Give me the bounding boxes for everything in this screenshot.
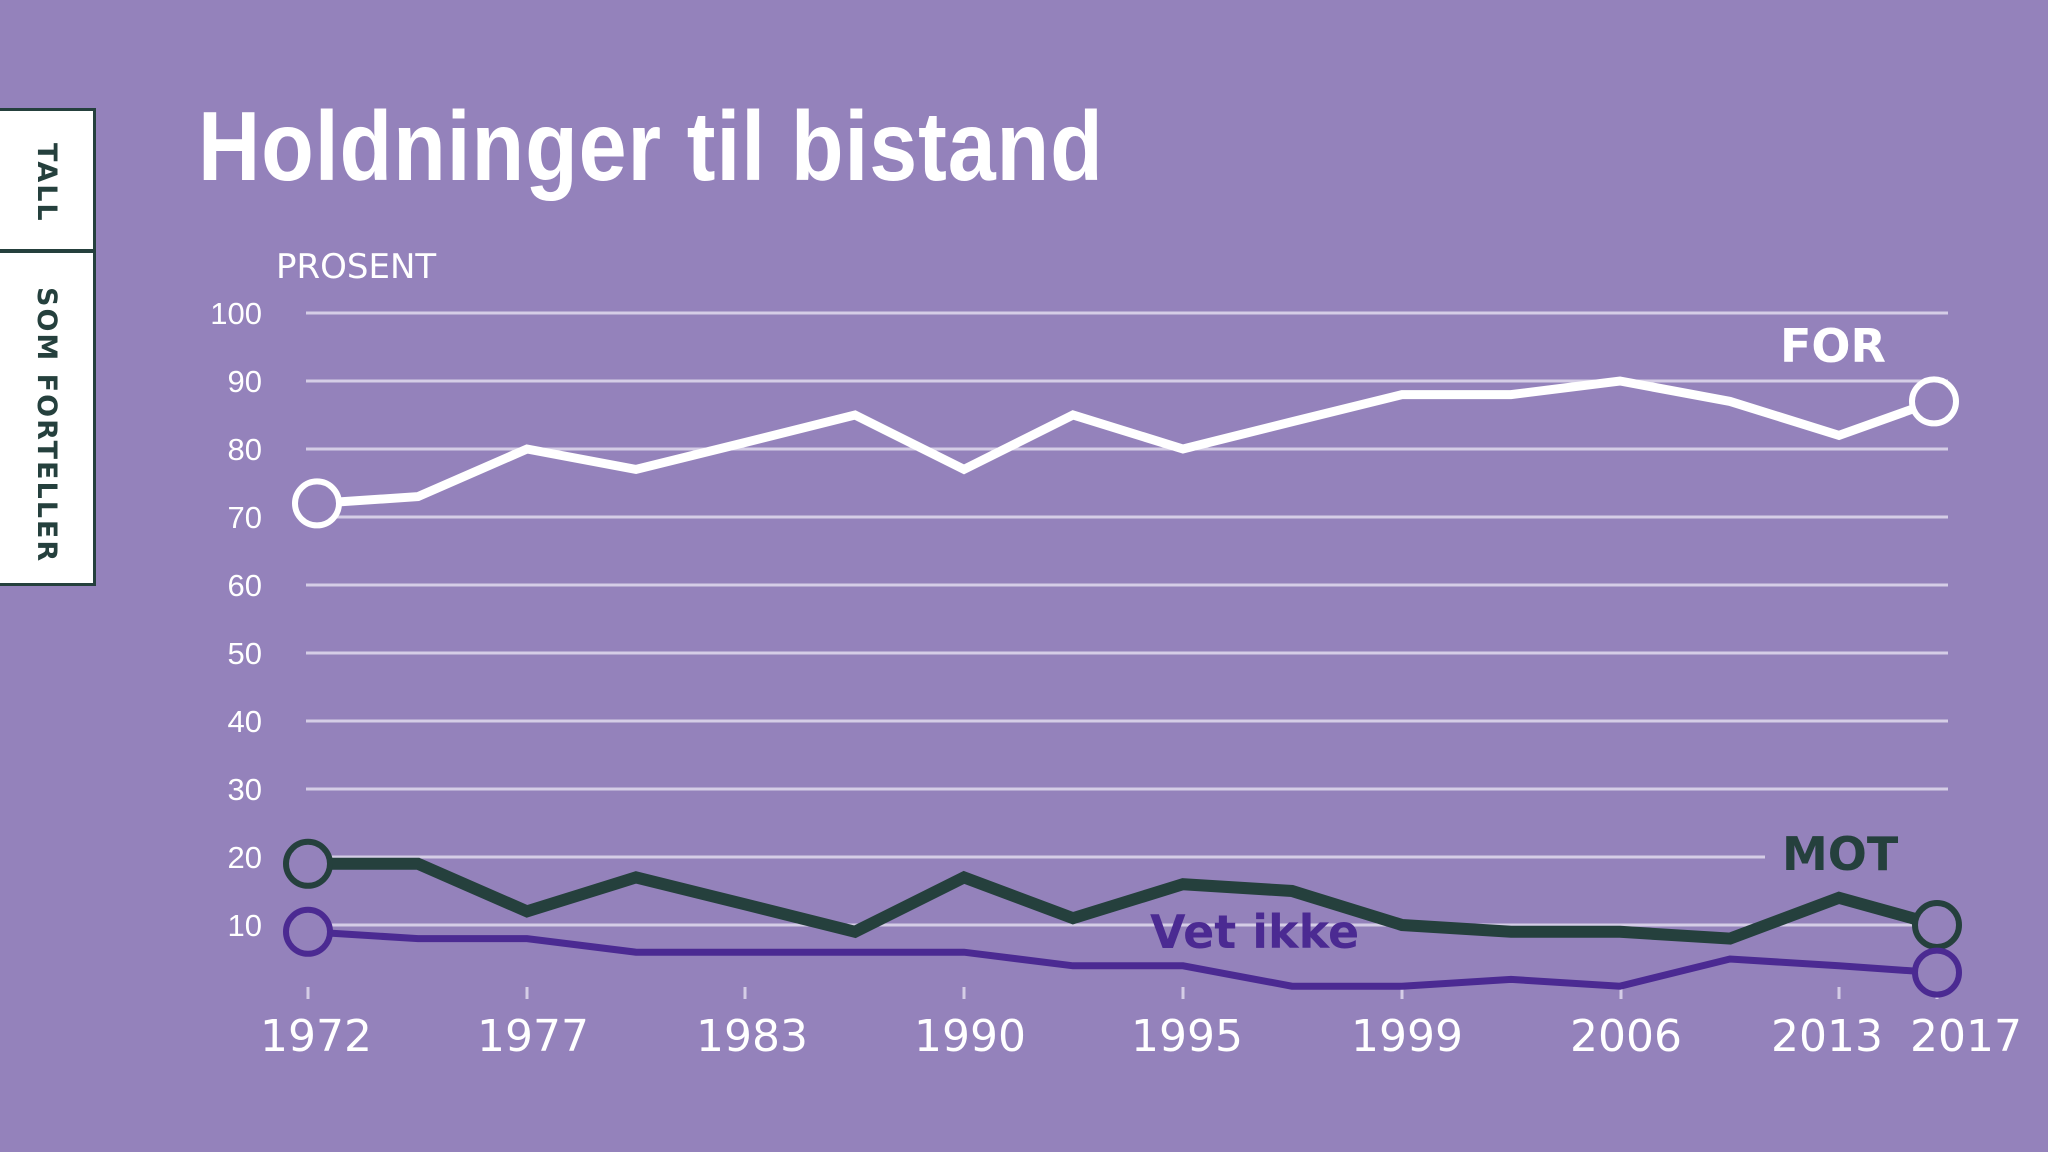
side-tab-line1: TALL xyxy=(31,143,62,223)
data-point-mot-4 xyxy=(744,903,748,907)
data-point-for-7 xyxy=(1071,413,1075,417)
endpoint-marker-mot-end xyxy=(1912,900,1962,950)
data-point-for-13 xyxy=(1728,399,1732,403)
x-tick-label-2013: 2013 xyxy=(1771,1011,1883,1062)
x-tick-label-1990: 1990 xyxy=(914,1011,1026,1062)
data-point-vet-ikke-12 xyxy=(1618,984,1622,988)
y-tick-label-70: 70 xyxy=(228,500,262,535)
series-line-vet-ikke xyxy=(307,928,1938,990)
side-tab-divider xyxy=(0,249,93,253)
data-point-vet-ikke-7 xyxy=(1071,964,1075,968)
series-line-mot xyxy=(308,857,1939,945)
data-point-vet-ikke-2 xyxy=(525,937,529,941)
x-tick-label-1995: 1995 xyxy=(1131,1011,1243,1062)
side-tab-line2: SOM FORTELLER xyxy=(31,287,62,564)
x-tick-label-1999: 1999 xyxy=(1351,1011,1463,1062)
data-point-vet-ikke-3 xyxy=(634,950,638,954)
x-tick-label-1983: 1983 xyxy=(696,1011,808,1062)
page-title: Holdninger til bistand xyxy=(198,91,1104,201)
data-point-for-12 xyxy=(1618,379,1622,383)
endpoint-marker-for-start xyxy=(292,478,342,529)
y-tick-label-30: 30 xyxy=(228,772,262,807)
data-point-for-2 xyxy=(525,447,529,451)
y-tick-label-100: 100 xyxy=(210,296,262,331)
data-point-mot-11 xyxy=(1509,930,1513,934)
data-point-mot-10 xyxy=(1400,923,1404,927)
x-tick-label-1977: 1977 xyxy=(477,1011,589,1062)
endpoint-marker-vet-ikke-end xyxy=(1912,947,1962,998)
data-point-vet-ikke-14 xyxy=(1837,964,1841,968)
data-point-mot-8 xyxy=(1181,882,1185,886)
data-point-for-6 xyxy=(962,467,966,471)
x-tick-label-2006: 2006 xyxy=(1570,1011,1682,1062)
data-point-vet-ikke-11 xyxy=(1509,977,1513,981)
data-point-vet-ikke-9 xyxy=(1290,984,1294,988)
y-tick-label-90: 90 xyxy=(228,364,262,399)
y-tick-label-50: 50 xyxy=(228,636,262,671)
y-tick-label-40: 40 xyxy=(228,704,262,739)
data-point-for-10 xyxy=(1400,393,1404,397)
data-point-for-4 xyxy=(744,440,748,444)
data-point-vet-ikke-10 xyxy=(1400,984,1404,988)
data-point-mot-7 xyxy=(1071,916,1075,920)
data-point-mot-12 xyxy=(1618,930,1622,934)
data-point-for-3 xyxy=(634,467,638,471)
data-point-for-1 xyxy=(416,495,420,499)
data-point-for-9 xyxy=(1290,420,1294,424)
x-tick-label-2017: 2017 xyxy=(1910,1011,2022,1062)
y-tick-label-80: 80 xyxy=(228,432,262,467)
y-tick-label-20: 20 xyxy=(228,840,262,875)
data-point-for-11 xyxy=(1509,393,1513,397)
y-tick-label-60: 60 xyxy=(228,568,262,603)
data-point-mot-6 xyxy=(962,875,966,879)
endpoint-marker-vet-ikke-start xyxy=(283,906,333,957)
data-point-vet-ikke-13 xyxy=(1728,957,1732,961)
side-tab: TALL SOM FORTELLER xyxy=(0,108,96,586)
data-point-vet-ikke-6 xyxy=(962,950,966,954)
endpoint-marker-mot-start xyxy=(283,838,333,889)
data-point-for-14 xyxy=(1837,433,1841,437)
data-point-mot-5 xyxy=(853,930,857,934)
series-label-mot: MOT xyxy=(1782,827,1899,881)
series-label-for: FOR xyxy=(1780,319,1886,373)
y-tick-label-10: 10 xyxy=(228,908,262,943)
data-point-vet-ikke-1 xyxy=(416,937,420,941)
data-point-for-8 xyxy=(1181,447,1185,451)
data-point-mot-14 xyxy=(1837,896,1841,900)
x-tick-label-1972: 1972 xyxy=(260,1011,372,1062)
data-point-mot-3 xyxy=(634,875,638,879)
data-point-mot-2 xyxy=(525,909,529,913)
data-point-for-5 xyxy=(853,413,857,417)
data-point-vet-ikke-5 xyxy=(853,950,857,954)
series-line-for xyxy=(316,376,1936,508)
data-point-vet-ikke-8 xyxy=(1181,964,1185,968)
series-label-vet-ikke: Vet ikke xyxy=(1150,905,1359,959)
data-point-mot-9 xyxy=(1290,889,1294,893)
data-point-mot-13 xyxy=(1728,937,1732,941)
data-point-mot-1 xyxy=(416,862,420,866)
endpoint-marker-for-end xyxy=(1909,376,1959,427)
y-axis-label: PROSENT xyxy=(276,247,436,287)
data-point-vet-ikke-4 xyxy=(744,950,748,954)
